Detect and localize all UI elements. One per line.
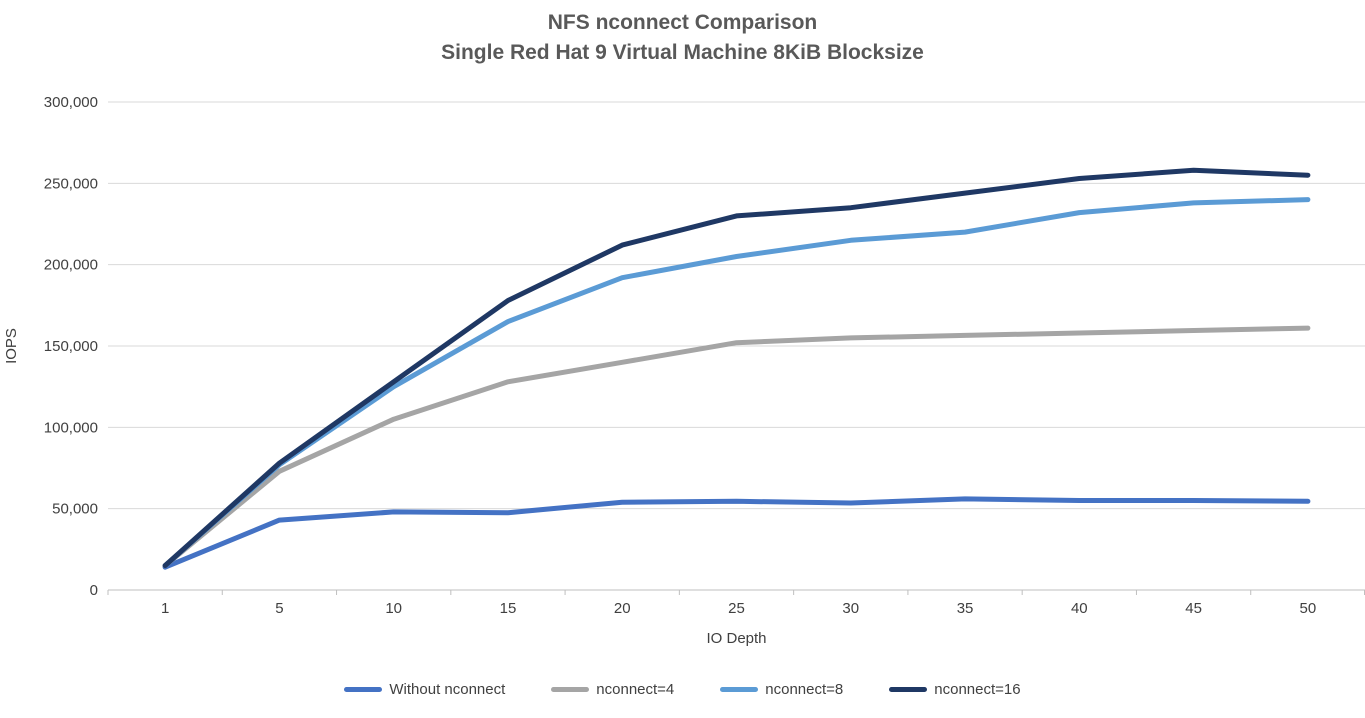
x-axis-title: IO Depth [706, 630, 766, 647]
y-tick-label: 100,000 [44, 419, 98, 436]
chart-title-block: NFS nconnect Comparison Single Red Hat 9… [0, 8, 1365, 69]
x-tick-label: 15 [500, 600, 517, 617]
x-tick-label: 50 [1300, 600, 1317, 617]
x-tick-label: 30 [842, 600, 859, 617]
x-tick-label: 40 [1071, 600, 1088, 617]
series-line-nconnect-4 [162, 325, 1311, 569]
y-axis-title: IOPS [3, 328, 20, 364]
legend-label: nconnect=4 [596, 681, 675, 698]
legend-line-swatch [344, 687, 383, 692]
y-tick-label: 150,000 [44, 338, 98, 355]
chart-subtitle: Single Red Hat 9 Virtual Machine 8KiB Bl… [441, 41, 924, 65]
y-tick-label: 0 [90, 582, 98, 599]
series-line-nconnect-8 [162, 197, 1311, 569]
x-tick-label: 20 [614, 600, 631, 617]
x-tick-label: 10 [385, 600, 402, 617]
x-tick-label: 5 [275, 600, 283, 617]
legend-item-nconnect-16: nconnect=16 [889, 681, 1021, 698]
legend-label: Without nconnect [389, 681, 506, 698]
x-tick-label: 35 [957, 600, 974, 617]
chart-title: NFS nconnect Comparison [547, 11, 818, 34]
legend-line-swatch [720, 687, 759, 692]
legend-label: nconnect=16 [934, 681, 1021, 698]
legend-line-swatch [889, 687, 928, 692]
y-tick-label: 50,000 [52, 501, 98, 518]
legend-item-without-nconnect: Without nconnect [344, 681, 505, 698]
y-tick-label: 200,000 [44, 257, 98, 274]
legend-item-nconnect-4: nconnect=4 [551, 681, 674, 698]
x-tick-label: 25 [728, 600, 745, 617]
y-tick-label: 250,000 [44, 175, 98, 192]
legend-label: nconnect=8 [765, 681, 844, 698]
y-tick-label: 300,000 [44, 94, 98, 111]
legend-line-swatch [551, 687, 590, 692]
x-tick-label: 1 [161, 600, 169, 617]
chart-legend: Without nconnect nconnect=4 nconnect=8 ncon… [0, 681, 1365, 698]
legend-item-nconnect-8: nconnect=8 [720, 681, 843, 698]
x-tick-label: 45 [1185, 600, 1202, 617]
series-line-without-nconnect [162, 496, 1311, 570]
series-line-nconnect-16 [162, 167, 1311, 569]
